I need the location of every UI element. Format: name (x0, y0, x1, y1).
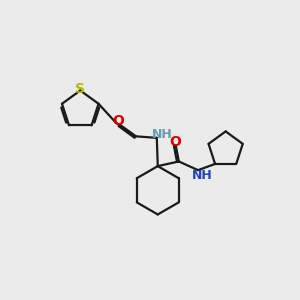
Text: S: S (75, 82, 85, 96)
Text: O: O (112, 114, 124, 128)
Text: NH: NH (152, 128, 172, 141)
Text: O: O (169, 135, 181, 148)
Text: NH: NH (191, 169, 212, 182)
